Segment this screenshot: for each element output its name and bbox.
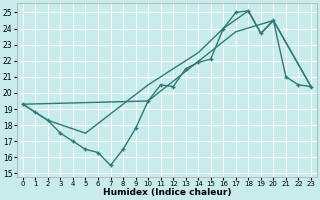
X-axis label: Humidex (Indice chaleur): Humidex (Indice chaleur) xyxy=(103,188,231,197)
